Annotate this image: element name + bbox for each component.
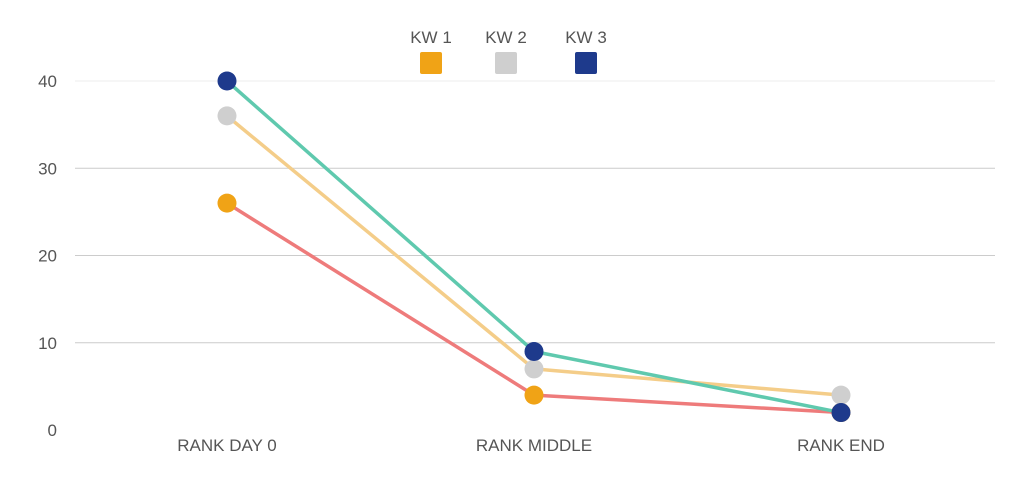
legend-item-2: KW 2 bbox=[485, 28, 527, 74]
legend-label: KW 3 bbox=[565, 28, 607, 47]
data-point bbox=[524, 341, 544, 361]
y-axis-ticks: 0 10 20 30 40 bbox=[38, 72, 57, 440]
y-tick-label: 0 bbox=[48, 421, 57, 440]
series-line-1 bbox=[225, 201, 843, 415]
data-point bbox=[831, 385, 851, 405]
legend-item-3: KW 3 bbox=[565, 28, 607, 74]
x-category-label: RANK MIDDLE bbox=[476, 436, 592, 455]
data-point bbox=[217, 71, 237, 91]
series-markers bbox=[217, 71, 851, 423]
x-category-label: RANK END bbox=[797, 436, 885, 455]
y-tick-label: 40 bbox=[38, 72, 57, 91]
data-point bbox=[217, 193, 237, 213]
data-point bbox=[524, 359, 544, 379]
y-tick-label: 30 bbox=[38, 159, 57, 178]
y-tick-label: 20 bbox=[38, 247, 57, 266]
x-category-label: RANK DAY 0 bbox=[177, 436, 277, 455]
legend-item-1: KW 1 bbox=[410, 28, 452, 74]
legend: KW 1 KW 2 KW 3 bbox=[410, 28, 607, 74]
legend-swatch bbox=[575, 52, 597, 74]
y-tick-label: 10 bbox=[38, 334, 57, 353]
legend-label: KW 1 bbox=[410, 28, 452, 47]
grid-layer bbox=[75, 80, 995, 344]
legend-swatch bbox=[420, 52, 442, 74]
legend-swatch bbox=[495, 52, 517, 74]
data-point bbox=[217, 106, 237, 126]
data-point bbox=[831, 403, 851, 423]
data-point bbox=[524, 385, 544, 405]
legend-label: KW 2 bbox=[485, 28, 527, 47]
x-axis-categories: RANK DAY 0 RANK MIDDLE RANK END bbox=[177, 436, 885, 455]
